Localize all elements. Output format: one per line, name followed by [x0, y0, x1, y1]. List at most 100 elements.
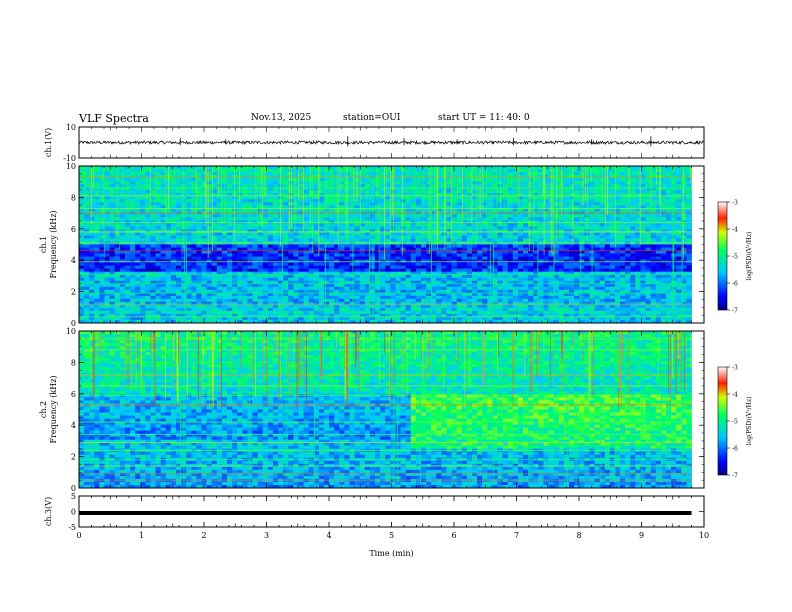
spectrogram-cell — [523, 178, 529, 182]
spectrogram-cell — [497, 217, 504, 221]
spectrogram-cell — [523, 202, 529, 206]
spectrogram-cell — [359, 178, 366, 182]
spectrogram-cell — [130, 238, 136, 242]
spectrogram-cell — [221, 310, 228, 315]
spectrogram-cell — [124, 202, 131, 206]
spectrogram-cell — [288, 280, 294, 285]
spectrogram-cell — [359, 199, 366, 203]
spectrogram-cell — [109, 250, 116, 254]
spectrogram-cell — [175, 265, 182, 270]
spectrogram-cell — [119, 265, 126, 270]
spectrogram-cell — [99, 187, 105, 191]
spectrogram-cell — [175, 295, 182, 300]
spectrogram-cell — [329, 247, 335, 251]
spectrogram-cell — [252, 250, 259, 254]
spectrogram-cell — [94, 307, 100, 312]
spectrogram-cell — [533, 229, 539, 233]
spectrogram-cell — [349, 199, 356, 203]
spectrogram-cell — [517, 319, 524, 324]
spectrogram-cell — [94, 166, 100, 170]
spectrogram-cell — [191, 319, 197, 324]
spectrogram-cell — [441, 253, 447, 257]
spectrogram-cell — [84, 181, 90, 185]
spectrogram-cell — [186, 244, 192, 248]
spectrogram-cell — [410, 244, 417, 248]
spectrogram-cell — [415, 280, 422, 285]
spectrogram-cell — [155, 208, 162, 212]
spectrogram-cell — [354, 301, 361, 306]
spectrogram-cell — [104, 169, 111, 173]
spectrogram-cell — [232, 292, 238, 297]
spectrogram-cell — [359, 223, 366, 227]
spectrogram-cell — [456, 187, 463, 191]
spectrogram-cell — [181, 247, 187, 251]
spectrogram-cell — [308, 220, 315, 224]
spectrogram-cell — [349, 238, 356, 242]
spectrogram-cell — [109, 259, 116, 264]
spectrogram-cell — [523, 223, 529, 227]
spectrogram-cell — [512, 169, 519, 173]
spectrogram-cell — [405, 187, 412, 191]
spectrogram-cell — [104, 181, 111, 185]
spectrogram-cell — [375, 280, 381, 285]
spectrogram-cell — [140, 193, 146, 197]
spectrogram-cell — [175, 313, 182, 318]
spectrogram-cell — [293, 178, 299, 182]
spectrogram-cell — [533, 268, 539, 273]
spectrogram-cell — [155, 277, 162, 282]
spectrogram-cell — [237, 169, 243, 173]
spectrogram-cell — [181, 286, 187, 291]
spectrogram-cell — [191, 202, 197, 206]
spectrogram-cell — [104, 307, 111, 312]
spectrogram-cell — [196, 301, 202, 306]
spectrogram-cell — [257, 271, 264, 276]
spectrogram-cell — [293, 289, 299, 294]
spectrogram-cell — [349, 235, 356, 239]
spectrogram-cell — [446, 280, 452, 285]
spectrogram-cell — [130, 178, 136, 182]
spectrogram-cell — [196, 283, 202, 288]
spectrogram-cell — [257, 247, 264, 251]
spectrogram-cell — [329, 292, 335, 297]
spectrogram-cell — [211, 208, 218, 212]
spectrogram-cell — [375, 289, 381, 294]
spectrogram-cell — [232, 202, 238, 206]
spectrogram-cell — [461, 166, 468, 170]
spectrogram-cell — [497, 307, 504, 312]
spectrogram-cell — [359, 319, 366, 324]
spectrogram-cell — [523, 250, 529, 254]
spectrogram-cell — [170, 244, 177, 248]
spectrogram-cell — [201, 202, 207, 206]
spectrogram-cell — [415, 166, 422, 170]
spectrogram-cell — [79, 172, 85, 176]
spectrogram-cell — [160, 220, 167, 224]
spectrogram-cell — [247, 172, 253, 176]
spectrogram-cell — [79, 274, 85, 279]
spectrogram-cell — [507, 223, 514, 227]
spectrogram-cell — [99, 256, 105, 260]
spectrogram-cell — [492, 298, 498, 303]
spectrogram-cell — [517, 286, 524, 291]
spectrogram-cell — [160, 289, 167, 294]
spectrogram-cell — [533, 190, 539, 194]
spectrogram-cell — [344, 268, 350, 273]
spectrogram-cell — [175, 304, 182, 309]
spectrogram-cell — [181, 220, 187, 224]
spectrogram-cell — [482, 169, 488, 173]
spectrogram-cell — [135, 229, 141, 233]
spectrogram-cell — [313, 238, 320, 242]
spectrogram-cell — [334, 235, 340, 239]
spectrogram-cell — [298, 277, 304, 282]
spectrogram-cell — [466, 169, 473, 173]
spectrogram-cell — [318, 184, 325, 188]
spectrogram-cell — [492, 190, 498, 194]
spectrogram-cell — [227, 247, 233, 251]
spectrogram-cell — [436, 229, 442, 233]
spectrogram-cell — [507, 232, 514, 236]
spectrogram-cell — [436, 244, 442, 248]
spectrogram-cell — [237, 238, 243, 242]
spectrogram-cell — [267, 214, 274, 218]
spectrogram-cell — [206, 298, 213, 303]
spectrogram-cell — [227, 205, 233, 209]
spectrogram-cell — [395, 205, 401, 209]
